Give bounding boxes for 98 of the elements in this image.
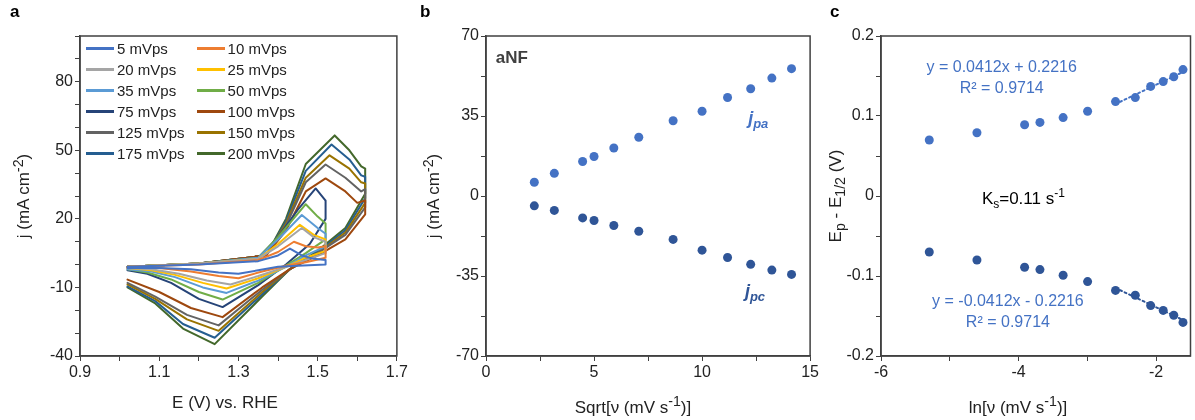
- point: [549, 168, 559, 178]
- x-tick-label: 10: [693, 363, 712, 381]
- y-tick-label: 0: [470, 186, 480, 204]
- point: [1169, 72, 1179, 82]
- annotation: y = 0.0412x + 0.2216: [926, 58, 1077, 76]
- legend-label: 5 mVps: [117, 40, 168, 57]
- y-tick-label: 0: [865, 186, 875, 204]
- point: [668, 116, 678, 126]
- point: [1158, 305, 1168, 315]
- point: [767, 265, 777, 275]
- point: [609, 220, 619, 230]
- point: [1035, 117, 1045, 127]
- x-tick-label: 1.5: [306, 363, 329, 381]
- point: [529, 201, 539, 211]
- point: [1178, 317, 1188, 327]
- point: [972, 255, 982, 265]
- point: [634, 226, 644, 236]
- point: [746, 84, 756, 94]
- x-tick-label: -4: [1011, 363, 1026, 381]
- legend-label: 10 mVps: [227, 40, 287, 57]
- chart-title: c: [830, 2, 840, 22]
- point: [634, 132, 644, 142]
- point: [746, 259, 756, 269]
- point: [767, 73, 777, 83]
- point: [1130, 290, 1140, 300]
- y-tick-label: -0.1: [846, 266, 875, 284]
- point: [1146, 81, 1156, 91]
- legend-label: 75 mVps: [117, 103, 177, 120]
- point: [589, 215, 599, 225]
- point: [723, 252, 733, 262]
- point: [1020, 262, 1030, 272]
- y-tick-label: 70: [461, 26, 480, 44]
- x-axis-title: Sqrt[ν (mV s$^{-1}$)]: [574, 393, 692, 418]
- legend-label: 100 mVps: [227, 103, 296, 120]
- point: [697, 245, 707, 255]
- legend-label: 20 mVps: [117, 61, 177, 78]
- chart-title: a: [10, 2, 20, 22]
- y-tick-label: -40: [49, 346, 74, 364]
- y-tick-label: 50: [55, 140, 74, 158]
- annotation: aNF: [495, 48, 528, 68]
- point: [1146, 301, 1156, 311]
- x-tick-label: -2: [1148, 363, 1164, 381]
- y-tick-label: -10: [49, 277, 74, 295]
- x-tick-label: -6: [873, 363, 889, 381]
- point: [1058, 270, 1068, 280]
- annotation: R² = 0.9714: [959, 79, 1044, 97]
- point: [549, 205, 559, 215]
- point: [578, 156, 588, 166]
- y-tick-label: 0.2: [851, 26, 875, 44]
- x-tick-label: 1.3: [227, 363, 250, 381]
- point: [1020, 120, 1030, 130]
- point: [972, 128, 982, 138]
- point: [1083, 106, 1093, 116]
- point: [1169, 310, 1179, 320]
- point: [578, 213, 588, 223]
- legend-label: 200 mVps: [227, 145, 296, 162]
- point: [1058, 113, 1068, 123]
- point: [1111, 285, 1121, 295]
- chart-title: b: [420, 2, 431, 22]
- legend-label: 175 mVps: [117, 145, 185, 162]
- point: [589, 151, 599, 161]
- y-tick-label: 80: [55, 72, 74, 90]
- x-axis-title: ln[ν (mV s$^{-1}$)]: [968, 393, 1068, 418]
- x-tick-label: 1.7: [385, 363, 409, 381]
- point: [668, 234, 678, 244]
- point: [924, 135, 934, 145]
- legend-label: 35 mVps: [117, 82, 177, 99]
- point: [1130, 93, 1140, 103]
- y-tick-label: 35: [461, 106, 480, 124]
- point: [787, 269, 797, 279]
- legend-label: 150 mVps: [227, 124, 296, 141]
- point: [1178, 65, 1188, 75]
- point: [787, 64, 797, 74]
- legend-label: 25 mVps: [227, 61, 287, 78]
- y-tick-label: 20: [55, 209, 74, 227]
- y-tick-label: -35: [455, 266, 480, 284]
- x-tick-label: 5: [589, 363, 599, 381]
- legend-label: 50 mVps: [227, 82, 287, 99]
- point: [1035, 265, 1045, 275]
- point: [723, 92, 733, 102]
- y-tick-label: -0.2: [846, 346, 875, 364]
- annotation: R² = 0.9714: [965, 312, 1051, 330]
- point: [924, 247, 934, 257]
- x-tick-label: 1.1: [148, 363, 171, 381]
- point: [1111, 97, 1121, 107]
- y-tick-label: -70: [455, 346, 480, 364]
- annotation: y = -0.0412x - 0.2216: [932, 292, 1084, 310]
- point: [609, 143, 619, 153]
- x-tick-label: 0: [481, 363, 491, 381]
- point: [1083, 277, 1093, 287]
- x-axis-title: E (V) vs. RHE: [172, 393, 278, 413]
- x-tick-label: 15: [801, 363, 820, 381]
- legend-label: 125 mVps: [117, 124, 185, 141]
- point: [697, 106, 707, 116]
- point: [529, 177, 539, 187]
- x-tick-label: 0.9: [68, 363, 92, 381]
- y-tick-label: 0.1: [851, 106, 875, 124]
- point: [1158, 77, 1168, 87]
